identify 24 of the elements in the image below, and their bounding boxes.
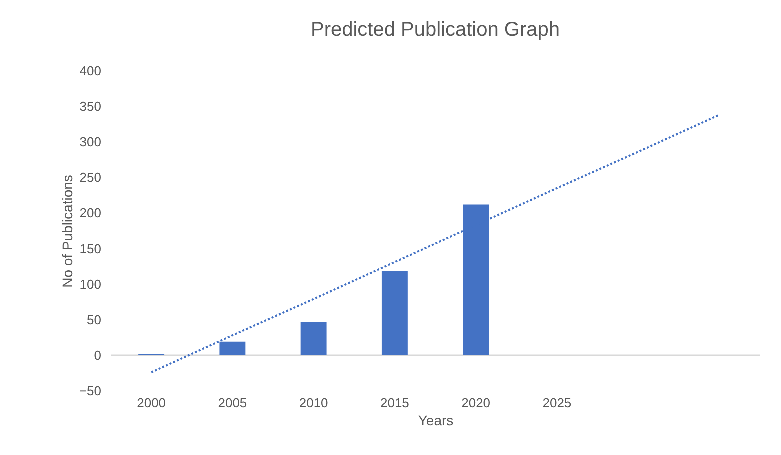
y-tick-label: 100 <box>80 276 102 292</box>
bar <box>220 342 246 356</box>
chart-title: Predicted Publication Graph <box>310 19 560 41</box>
y-tick-label: 400 <box>80 64 102 78</box>
line-series <box>150 114 720 374</box>
bar <box>382 272 408 356</box>
y-tick-label: 350 <box>80 99 102 114</box>
bar <box>300 322 327 356</box>
y-tick-label: 50 <box>87 312 102 328</box>
y-tick-label: 200 <box>80 206 102 221</box>
x-tick-label: 2010 <box>299 396 328 410</box>
x-tick-label: 2005 <box>218 396 248 410</box>
x-tick-label: 2020 <box>462 396 491 410</box>
y-tick-label: 300 <box>80 134 102 150</box>
y-tick-label: 150 <box>80 241 102 256</box>
x-axis-title: Years <box>418 412 454 428</box>
y-axis-title: No of Publications <box>59 175 76 288</box>
y-tick-label: 0 <box>94 348 102 363</box>
x-tick-label: 2025 <box>542 396 572 410</box>
y-tick-label: −50 <box>79 384 102 398</box>
x-tick-label: 2015 <box>380 396 410 410</box>
y-tick-label: 250 <box>80 170 102 186</box>
bar <box>463 204 490 356</box>
x-tick-label: 2000 <box>137 396 166 410</box>
